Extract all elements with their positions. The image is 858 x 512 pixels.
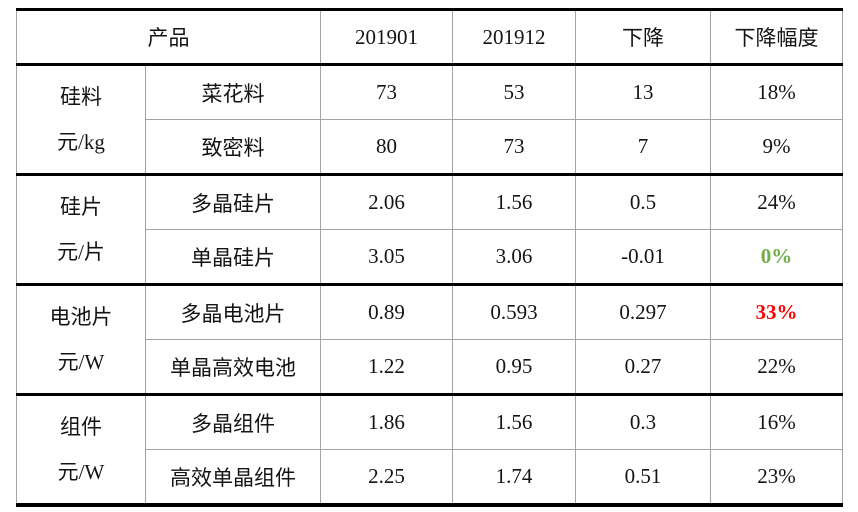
category-unit: 元/W	[57, 459, 105, 484]
category-label: 硅料	[60, 85, 102, 110]
category-cell-module: 组件 元/W	[16, 394, 146, 507]
product-name-cell: 高效单晶组件	[145, 449, 321, 507]
value-201901-cell: 1.86	[320, 394, 453, 450]
value-201912-cell: 0.593	[452, 284, 576, 340]
value-201901-cell: 3.05	[320, 229, 453, 286]
category-unit: 元/片	[57, 239, 105, 264]
value-201912-cell: 73	[452, 119, 576, 176]
price-table: 产品 201901 201912 下降 下降幅度 硅料 元/kg 菜花料 73 …	[16, 8, 843, 507]
product-name-cell: 多晶组件	[145, 394, 321, 450]
drop-value-cell: 0.51	[575, 449, 711, 507]
header-cell-drop-pct: 下降幅度	[710, 9, 843, 66]
table-row: 单晶高效电池 1.22 0.95 0.27 22%	[17, 339, 843, 396]
value-201901-cell: 0.89	[320, 284, 453, 340]
table-row: 硅片 元/片 多晶硅片 2.06 1.56 0.5 24%	[16, 174, 843, 286]
drop-pct-cell: 22%	[710, 339, 843, 396]
drop-pct-cell: 18%	[710, 64, 843, 120]
drop-pct-cell-green: 0%	[710, 229, 843, 286]
value-201912-cell: 53	[452, 64, 576, 120]
table-row: 高效单晶组件 2.25 1.74 0.51 23%	[17, 449, 843, 507]
drop-value-cell: -0.01	[575, 229, 711, 286]
product-name-cell: 菜花料	[145, 64, 321, 120]
drop-pct-cell: 9%	[710, 119, 843, 176]
table-row: 硅料 元/kg 菜花料 73 53 13 18%	[16, 64, 843, 176]
drop-pct-cell: 23%	[710, 449, 843, 507]
value-201901-cell: 1.22	[320, 339, 453, 396]
value-201912-cell: 1.74	[452, 449, 576, 507]
value-201912-cell: 3.06	[452, 229, 576, 286]
value-201901-cell: 80	[320, 119, 453, 176]
category-cell-wafer: 硅片 元/片	[16, 174, 146, 286]
product-name-cell: 致密料	[145, 119, 321, 176]
table-row: 单晶硅片 3.05 3.06 -0.01 0%	[17, 229, 843, 286]
drop-value-cell: 13	[575, 64, 711, 120]
drop-pct-cell-red: 33%	[710, 284, 843, 340]
value-201912-cell: 1.56	[452, 394, 576, 450]
value-201901-cell: 73	[320, 64, 453, 120]
drop-pct-cell: 16%	[710, 394, 843, 450]
category-cell-silicon-material: 硅料 元/kg	[16, 64, 146, 176]
product-name-cell: 多晶电池片	[145, 284, 321, 340]
table-row: 致密料 80 73 7 9%	[17, 119, 843, 176]
drop-value-cell: 0.3	[575, 394, 711, 450]
header-cell-201912: 201912	[452, 9, 576, 66]
drop-value-cell: 0.297	[575, 284, 711, 340]
category-label: 硅片	[60, 195, 102, 220]
value-201901-cell: 2.06	[320, 174, 453, 230]
drop-value-cell: 0.27	[575, 339, 711, 396]
category-unit: 元/W	[57, 349, 105, 374]
header-cell-drop: 下降	[575, 9, 711, 66]
header-cell-product: 产品	[16, 9, 321, 66]
product-name-cell: 多晶硅片	[145, 174, 321, 230]
value-201912-cell: 0.95	[452, 339, 576, 396]
drop-pct-cell: 24%	[710, 174, 843, 230]
category-cell-cell: 电池片 元/W	[16, 284, 146, 396]
category-label: 电池片	[49, 305, 113, 330]
category-label: 组件	[60, 415, 102, 440]
drop-value-cell: 7	[575, 119, 711, 176]
product-name-cell: 单晶硅片	[145, 229, 321, 286]
category-unit: 元/kg	[57, 129, 105, 154]
value-201901-cell: 2.25	[320, 449, 453, 507]
header-cell-201901: 201901	[320, 9, 453, 66]
drop-value-cell: 0.5	[575, 174, 711, 230]
table-row: 电池片 元/W 多晶电池片 0.89 0.593 0.297 33%	[16, 284, 843, 396]
header-row: 产品 201901 201912 下降 下降幅度	[16, 9, 843, 66]
product-name-cell: 单晶高效电池	[145, 339, 321, 396]
table-row: 组件 元/W 多晶组件 1.86 1.56 0.3 16%	[16, 394, 843, 507]
value-201912-cell: 1.56	[452, 174, 576, 230]
